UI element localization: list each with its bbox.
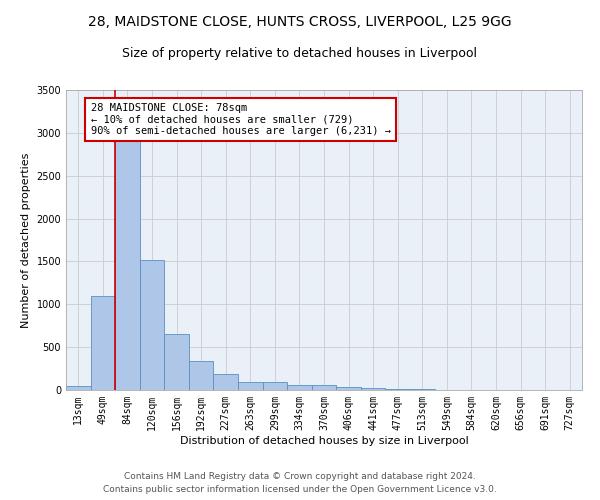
Y-axis label: Number of detached properties: Number of detached properties xyxy=(21,152,31,328)
Bar xyxy=(140,260,164,390)
Bar xyxy=(189,361,214,390)
Bar xyxy=(115,140,140,390)
Text: Size of property relative to detached houses in Liverpool: Size of property relative to detached ho… xyxy=(122,48,478,60)
X-axis label: Distribution of detached houses by size in Liverpool: Distribution of detached houses by size … xyxy=(179,436,469,446)
Bar xyxy=(410,389,434,390)
Bar xyxy=(287,386,312,390)
Bar xyxy=(336,388,361,390)
Bar xyxy=(361,388,385,390)
Bar xyxy=(238,382,263,390)
Bar xyxy=(312,386,336,390)
Bar xyxy=(164,334,189,390)
Bar xyxy=(263,382,287,390)
Text: Contains HM Land Registry data © Crown copyright and database right 2024.: Contains HM Land Registry data © Crown c… xyxy=(124,472,476,481)
Text: 28 MAIDSTONE CLOSE: 78sqm
← 10% of detached houses are smaller (729)
90% of semi: 28 MAIDSTONE CLOSE: 78sqm ← 10% of detac… xyxy=(91,103,391,136)
Text: 28, MAIDSTONE CLOSE, HUNTS CROSS, LIVERPOOL, L25 9GG: 28, MAIDSTONE CLOSE, HUNTS CROSS, LIVERP… xyxy=(88,15,512,29)
Text: Contains public sector information licensed under the Open Government Licence v3: Contains public sector information licen… xyxy=(103,484,497,494)
Bar xyxy=(91,296,115,390)
Bar xyxy=(214,374,238,390)
Bar xyxy=(66,386,91,390)
Bar xyxy=(385,389,410,390)
